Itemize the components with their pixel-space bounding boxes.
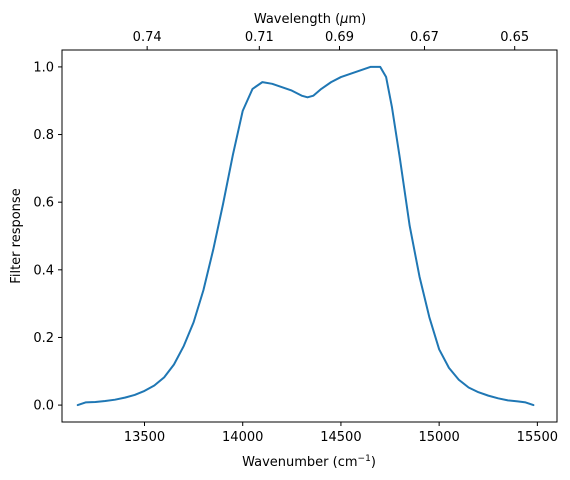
top-x-axis-label-mu: μ (339, 12, 348, 27)
plot-area (61, 49, 558, 423)
y-axis-label: Filter response (9, 188, 24, 283)
y-tick-label: 0.4 (33, 263, 54, 278)
y-tick-label: 0.0 (33, 399, 54, 414)
top-x-tick-label: 0.74 (133, 30, 162, 45)
x-tick-label: 14000 (222, 430, 263, 445)
x-axis-label: Wavenumber (cm−1) (242, 454, 376, 470)
y-axis-left: 0.0 0.2 0.4 0.6 0.8 1.0 (33, 60, 62, 414)
top-x-tick-label: 0.69 (325, 30, 354, 45)
top-x-axis-label: Wavelength (μm) (254, 12, 366, 27)
x-tick-label: 15000 (418, 430, 459, 445)
series-line (76, 65, 535, 407)
y-tick-label: 0.6 (33, 196, 54, 211)
y-tick-label: 1.0 (33, 60, 54, 75)
y-tick-label: 0.8 (33, 128, 54, 143)
x-axis-bottom: 13500 14000 14500 15000 15500 (124, 422, 558, 445)
x-tick-label: 15500 (517, 430, 558, 445)
top-x-tick-label: 0.71 (245, 30, 274, 45)
top-x-tick-label: 0.65 (500, 30, 529, 45)
x-axis-label-exponent: −1 (358, 454, 371, 464)
plot-frame (61, 49, 558, 423)
x-tick-label: 14500 (320, 430, 361, 445)
x-axis-top: 0.74 0.71 0.69 0.67 0.65 (133, 30, 529, 50)
top-x-tick-label: 0.67 (410, 30, 439, 45)
y-tick-label: 0.2 (33, 331, 54, 346)
x-tick-label: 13500 (124, 430, 165, 445)
